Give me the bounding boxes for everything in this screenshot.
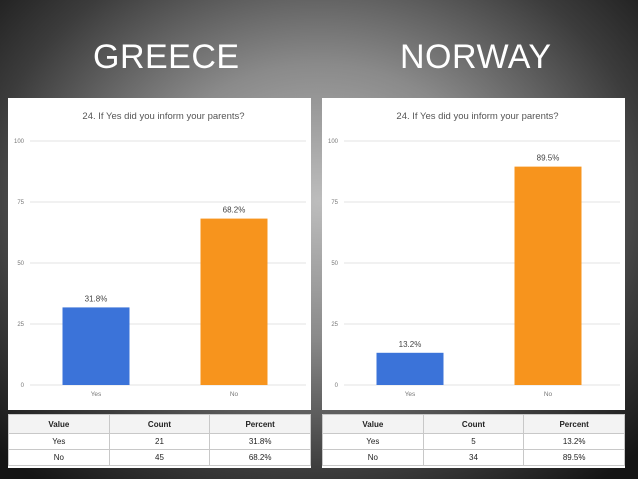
table-cell: 5 — [422, 433, 525, 450]
col-header-percent: Percent — [209, 414, 311, 434]
col-header-count: Count — [108, 414, 211, 434]
bar-chart-norway: 24. If Yes did you inform your parents? 0… — [328, 111, 620, 398]
table-cell: 89.5% — [523, 449, 625, 466]
data-label: 89.5% — [537, 154, 560, 163]
table-cell: 21 — [108, 433, 211, 450]
data-label: 68.2% — [223, 206, 246, 215]
col-header-count: Count — [422, 414, 525, 434]
x-tick-label: No — [230, 391, 239, 398]
bar — [200, 218, 268, 385]
y-tick-label: 50 — [17, 261, 24, 267]
table-cell: No — [8, 449, 110, 466]
table-cell: Yes — [322, 433, 424, 450]
data-table-norway: Value Count Percent Yes 5 13.2% No 34 89… — [322, 414, 625, 466]
table-row: No 34 89.5% — [322, 449, 625, 466]
chart-panel-norway: 24. If Yes did you inform your parents? 0… — [322, 98, 625, 410]
y-tick-label: 0 — [335, 383, 339, 389]
x-tick-label: Yes — [91, 391, 102, 398]
table-cell: 31.8% — [209, 433, 311, 450]
chart-title: 24. If Yes did you inform your parents? — [82, 111, 244, 122]
table-header-row: Value Count Percent — [8, 414, 311, 434]
table-header-row: Value Count Percent — [322, 414, 625, 434]
y-tick-label: 75 — [17, 200, 24, 206]
bar — [376, 352, 444, 385]
table-row: Yes 5 13.2% — [322, 433, 625, 450]
heading-greece: GREECE — [93, 38, 240, 76]
table-cell: 68.2% — [209, 449, 311, 466]
table-cell: No — [322, 449, 424, 466]
y-tick-label: 100 — [328, 139, 339, 145]
bar — [62, 307, 130, 385]
y-tick-label: 75 — [331, 200, 338, 206]
y-tick-label: 50 — [331, 261, 338, 267]
col-header-value: Value — [322, 414, 424, 434]
chart-panel-greece: 24. If Yes did you inform your parents? 0… — [8, 98, 311, 410]
x-tick-label: Yes — [405, 391, 416, 398]
data-label: 31.8% — [85, 294, 108, 303]
table-cell: 34 — [422, 449, 525, 466]
bar-chart-greece: 24. If Yes did you inform your parents? 0… — [14, 111, 306, 398]
col-header-value: Value — [8, 414, 110, 434]
y-tick-label: 0 — [21, 383, 25, 389]
y-tick-label: 25 — [331, 322, 338, 328]
table-cell: 45 — [108, 449, 211, 466]
table-panel-norway: Value Count Percent Yes 5 13.2% No 34 89… — [322, 414, 625, 468]
y-tick-label: 100 — [14, 139, 25, 145]
bar — [514, 166, 582, 385]
data-label: 13.2% — [399, 340, 422, 349]
table-cell: Yes — [8, 433, 110, 450]
y-tick-label: 25 — [17, 322, 24, 328]
col-header-percent: Percent — [523, 414, 625, 434]
table-row: No 45 68.2% — [8, 449, 311, 466]
heading-norway: NORWAY — [400, 38, 552, 76]
table-panel-greece: Value Count Percent Yes 21 31.8% No 45 6… — [8, 414, 311, 468]
table-cell: 13.2% — [523, 433, 625, 450]
x-tick-label: No — [544, 391, 553, 398]
table-row: Yes 21 31.8% — [8, 433, 311, 450]
data-table-greece: Value Count Percent Yes 21 31.8% No 45 6… — [8, 414, 311, 466]
chart-title: 24. If Yes did you inform your parents? — [396, 111, 558, 122]
